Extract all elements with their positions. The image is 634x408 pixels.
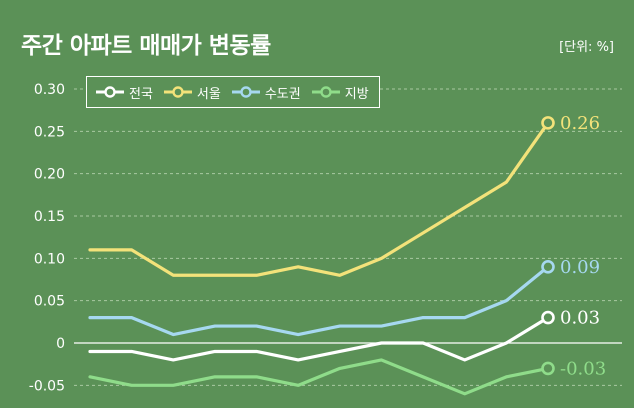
series-end-label-3: -0.03 [560,358,606,379]
legend-label: 수도권 [264,86,301,102]
series-end-label-1: 0.26 [560,113,600,134]
series-line-2 [88,265,550,337]
legend-label: 서울 [196,86,221,102]
legend-swatch-icon [231,86,260,98]
y-axis-ticks: 0.30 0.25 0.20 0.15 0.10 0.05 0 -0.05 [29,82,65,394]
legend-swatch-icon [311,86,340,98]
series-line-0 [88,316,550,362]
legend-item: 지방 [311,83,369,102]
series-end-marker-3 [541,361,555,376]
series-end-marker-1 [541,116,555,130]
legend-swatch-icon [163,86,192,98]
legend-item: 서울 [163,83,221,102]
chart-title: 주간 아파트 매매가 변동률 [21,33,271,59]
legend: 전국 서울 수도권 지방 [86,76,380,108]
unit-label: [단위: %] [559,40,614,55]
series-end-marker-2 [541,259,555,274]
y-tick-label: 0 [56,336,65,352]
y-tick-label: -0.05 [29,378,65,394]
y-tick-label: 0.10 [34,251,65,267]
legend-swatch-icon [96,86,124,98]
y-tick-label: 0.05 [34,294,65,310]
y-tick-label: 0.25 [34,124,65,140]
series-lines [88,116,555,396]
y-tick-label: 0.30 [34,82,65,98]
series-line-1 [88,121,550,277]
series-line-3 [88,358,550,396]
legend-label: 지방 [344,86,369,102]
y-tick-label: 0.15 [34,209,65,225]
y-tick-label: 0.20 [34,167,65,183]
end-labels: -0.03 0.09 0.26 0.03 [560,113,606,380]
series-end-marker-0 [541,310,555,325]
legend-label: 전국 [129,86,153,102]
series-end-label-2: 0.09 [560,257,600,278]
legend-item: 수도권 [231,83,301,102]
legend-item: 전국 [95,83,153,102]
series-end-label-0: 0.03 [560,308,600,329]
